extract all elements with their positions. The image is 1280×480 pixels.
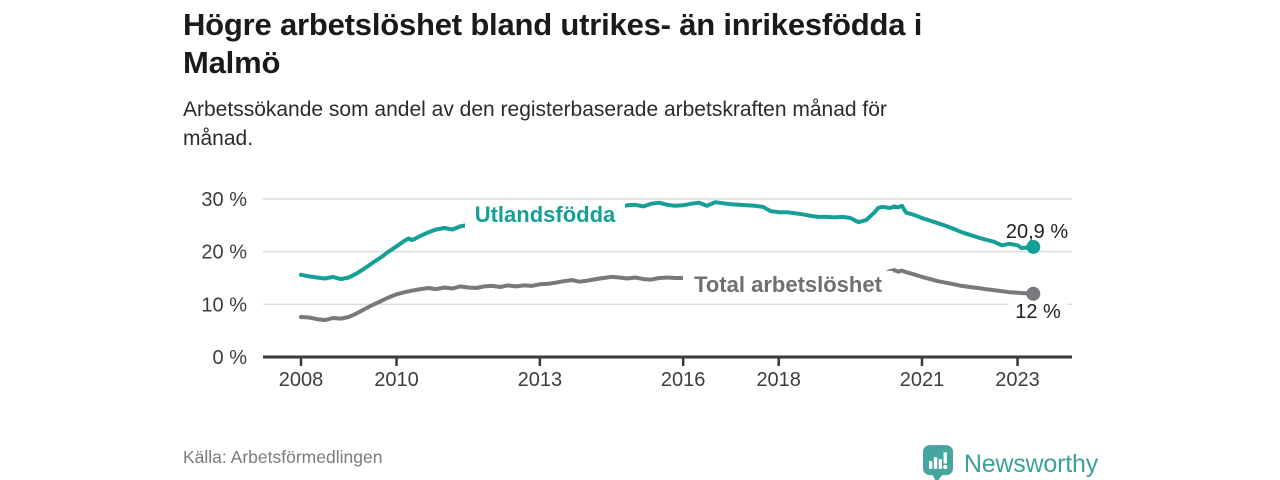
svg-text:2013: 2013 (518, 369, 563, 391)
page-title: Högre arbetslöshet bland utrikes- än inr… (183, 6, 1103, 82)
label-backdrop-utlandsfodda (465, 202, 625, 229)
brand-name: Newsworthy (963, 450, 1098, 478)
svg-text:30 %: 30 % (201, 189, 247, 211)
end-dot-total (1026, 286, 1041, 301)
end-dot-utlandsfodda (1026, 239, 1041, 254)
title-line-1: Högre arbetslöshet bland utrikes- än inr… (183, 7, 923, 42)
source-note: Källa: Arbetsförmedlingen (183, 447, 383, 467)
svg-text:2023: 2023 (995, 369, 1040, 391)
subtitle-line-1: Arbetssökande som andel av den registerb… (183, 98, 887, 121)
end-value-total: 12 % (1015, 301, 1061, 323)
newsworthy-logo-icon (922, 445, 953, 480)
svg-text:2008: 2008 (279, 369, 324, 391)
y-axis-labels: 0 % 10 % 20 % 30 % (201, 189, 247, 369)
line-total-arbetsloshet (299, 268, 1036, 323)
svg-text:2021: 2021 (900, 369, 945, 391)
svg-text:2018: 2018 (756, 369, 801, 391)
svg-text:2010: 2010 (374, 369, 419, 391)
series-label-utlandsfodda: Utlandsfödda (475, 202, 616, 227)
svg-text:20 %: 20 % (201, 242, 247, 264)
series-label-total-arbetsloshet: Total arbetslöshet (694, 272, 883, 297)
label-backdrop-12 (1009, 301, 1067, 322)
svg-text:2016: 2016 (661, 369, 706, 391)
brand-lockup: Newsworthy (922, 444, 1098, 480)
chart-subtitle: Arbetssökande som andel av den registerb… (183, 95, 1063, 153)
x-axis-ticks (299, 357, 1019, 366)
x-axis-labels: 2008 2010 2013 2016 2018 2021 2023 (279, 369, 1040, 391)
subtitle-line-2: månad. (183, 127, 254, 150)
gridlines (263, 198, 1072, 306)
end-value-utlandsfodda: 20,9 % (1006, 221, 1068, 243)
line-utlandsfodda (299, 200, 1036, 282)
title-line-2: Malmö (183, 45, 281, 80)
svg-text:10 %: 10 % (201, 294, 247, 316)
label-backdrop-total (683, 271, 893, 297)
svg-text:0 %: 0 % (213, 347, 248, 369)
